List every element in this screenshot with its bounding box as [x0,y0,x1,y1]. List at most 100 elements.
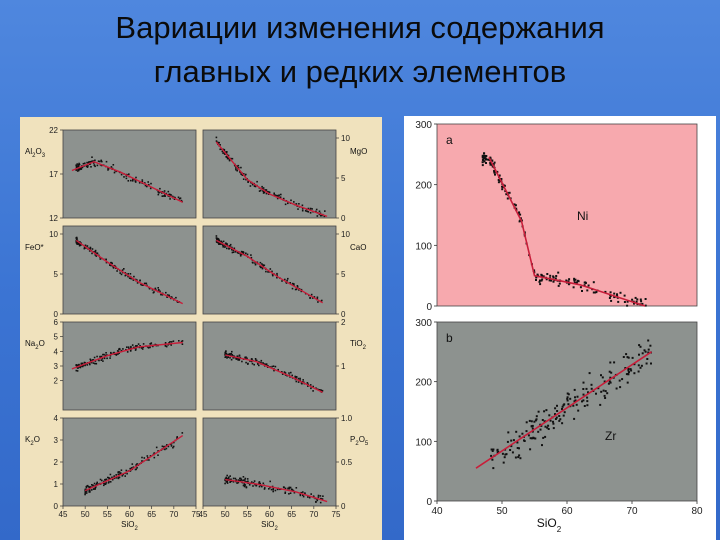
feo-point [91,248,94,250]
p2o5-point [226,482,229,484]
ni-point [542,275,545,278]
tio2-point [306,382,309,384]
p2o5-point [227,477,230,480]
p2o5-point [245,486,248,489]
zr-point [626,356,629,359]
mgo-point [249,185,252,187]
cao-point [313,296,316,298]
cao-point [215,237,218,239]
zr-point [640,364,643,367]
cao-point [226,244,228,246]
k2o-point [113,475,115,477]
cao-point [240,253,243,256]
mgo-point [307,211,310,213]
al2o3-point [76,170,79,172]
al2o3-point [174,196,176,199]
ni-point [623,294,626,297]
ni-point [508,191,511,194]
na2o-point [94,360,97,362]
p2o5-point [230,480,233,482]
al2o3-point [150,182,152,185]
al2o3-point [85,165,88,168]
zr-point [503,456,506,459]
mgo-point [268,191,271,194]
na2o-point [90,361,93,364]
al2o3-point [128,173,130,175]
zr-xtick-label: 40 [431,506,443,517]
k2o-point [181,432,184,434]
feo-point [154,287,157,290]
p2o5-point [276,488,279,491]
na2o-point [170,341,173,343]
ni-point [498,174,501,177]
zr-point [646,358,649,360]
k2o-x-axis-label: SiO2 [121,520,138,532]
zr-point [556,410,559,412]
tio2-point [231,354,234,356]
tio2-point [274,365,277,368]
ni-point [557,284,560,287]
cao-point [309,297,311,299]
tio2-point [277,368,279,371]
ni-point [535,279,537,281]
tio2-point [312,390,314,392]
al2o3-point [87,165,89,167]
zr-point [534,419,537,422]
cao-point [262,264,264,266]
al2o3-point [99,160,101,163]
mgo-point [221,150,224,153]
k2o-point [157,454,159,456]
trace-elements-panel: 0 100 200 300 a Ni 0 100 200 300 40 50 60 70 80 SiO2 b Zr [404,116,716,540]
al2o3-point [171,195,174,198]
tio2-point [249,360,251,362]
zr-point [543,410,546,413]
ni-point [485,155,488,157]
zr-point [566,397,569,400]
ni-point [613,292,616,295]
k2o-point [92,488,95,490]
p2o5-xtick-label: 75 [332,510,341,519]
na2o-point [126,346,128,348]
na2o-point [110,351,112,354]
cao-point [276,272,278,275]
al2o3-point [76,166,78,168]
p2o5-point [295,487,298,489]
feo-point [79,244,81,246]
p2o5-point [225,476,227,479]
cao-point [284,278,286,281]
zr-point [609,376,612,379]
p2o5-point [284,492,286,494]
ni-point [513,203,516,206]
k2o-point [88,491,90,493]
mgo-point [276,195,279,197]
mgo-point [226,157,229,160]
feo-point [78,244,81,247]
feo-point [128,277,131,279]
mgo-point [259,189,262,192]
p2o5-xtick-label: 65 [287,510,296,519]
tio2-point [231,350,233,353]
zr-point [512,439,515,442]
trace-elements-harker-diagrams: 0 100 200 300 a Ni 0 100 200 300 40 50 60 70 80 SiO2 b Zr [415,120,703,534]
p2o5-point [284,491,287,494]
tio2-point [294,375,296,378]
p2o5-point [252,485,254,487]
zr-point [643,349,646,352]
mgo-point [266,190,269,193]
k2o-point [107,476,109,479]
p2o5-point [230,478,232,481]
p2o5-point [236,482,238,484]
feo-point [136,279,138,281]
ni-point [608,297,611,299]
tio2-point [224,356,226,358]
ni-point [595,291,598,294]
tio2-point [272,365,275,367]
zr-point [633,372,636,375]
tio2-point [288,372,290,374]
al2o3-point [92,162,95,164]
cao-point [295,288,298,291]
na2o-ytick-label: 4 [54,347,59,356]
cao-point [254,263,257,266]
tio2-point [288,374,291,376]
na2o-point [146,346,149,348]
